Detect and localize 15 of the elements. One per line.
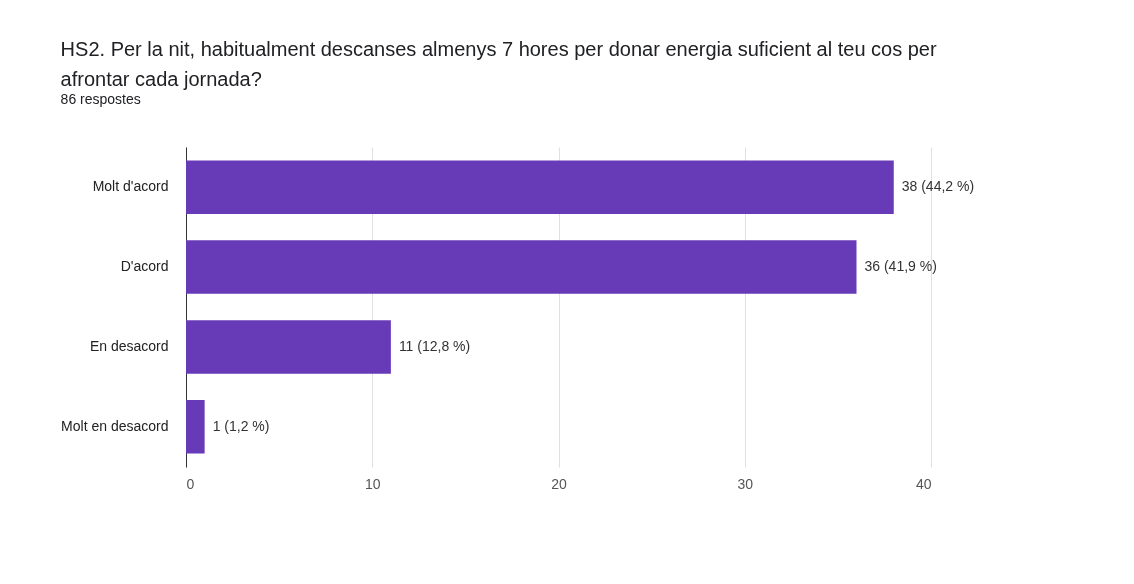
x-tick-label: 30 xyxy=(737,475,754,492)
y-tick-label: D'acord xyxy=(120,258,169,275)
data-label: 1 (1,2 %) xyxy=(212,417,270,434)
chart-subtitle: 86 respostes xyxy=(60,91,141,107)
data-label: 36 (41,9 %) xyxy=(864,258,937,275)
x-tick-label: 40 xyxy=(915,475,932,492)
chart-title: HS2. Per la nit, habitualment descanses almenys 7 hores per donar energia suficient al teu cos per afrontar cada jornada? xyxy=(60,38,937,90)
x-tick-label: 0 xyxy=(186,475,195,492)
y-tick-label: Molt d'acord xyxy=(92,178,169,195)
y-tick-label: En desacord xyxy=(89,337,169,354)
data-label: 38 (44,2 %) xyxy=(901,178,975,195)
x-tick-label: 10 xyxy=(364,475,381,492)
data-label: 11 (12,8 %) xyxy=(398,337,471,354)
x-tick-label: 20 xyxy=(551,475,567,492)
y-tick-label: Molt en desacord xyxy=(61,417,169,434)
